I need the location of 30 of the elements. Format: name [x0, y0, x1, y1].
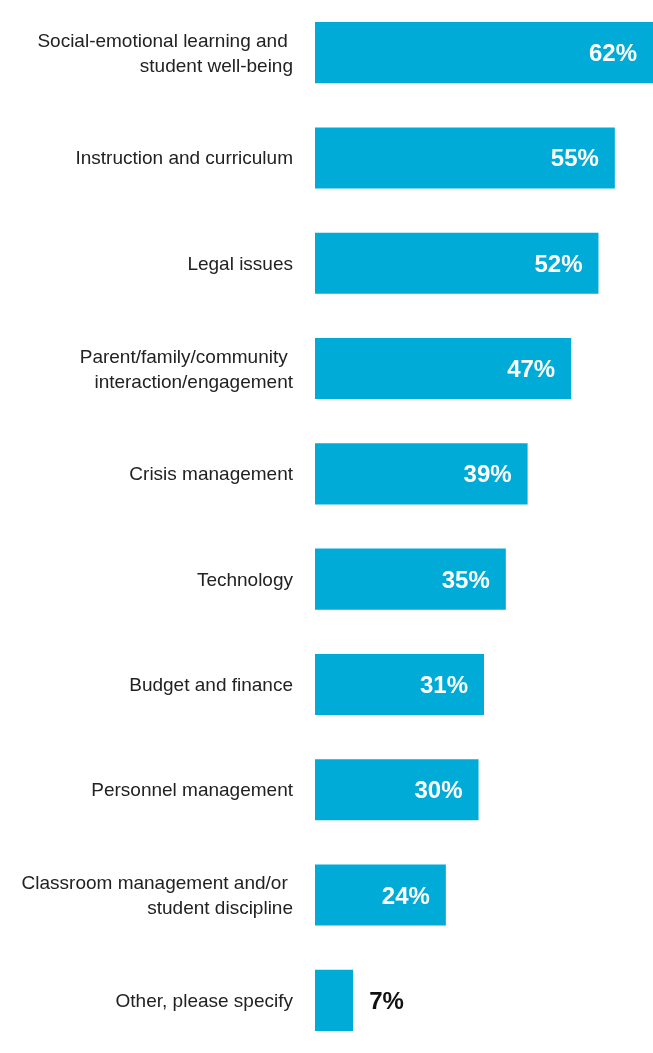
data-label: 47%	[507, 355, 556, 383]
y-tick-label: Instruction and curriculum	[75, 147, 293, 169]
y-tick-label: Classroom management and/or student discipline	[21, 872, 293, 919]
y-tick-label: Other, please specify	[115, 989, 294, 1011]
y-tick-label: Technology	[196, 568, 294, 590]
y-tick-label: Budget and finance	[129, 673, 293, 695]
data-label: 24%	[381, 881, 430, 909]
data-label: 7%	[369, 986, 404, 1014]
y-tick-label: Legal issues	[187, 252, 293, 274]
bar	[315, 22, 653, 84]
data-label: 30%	[414, 776, 463, 804]
data-label: 35%	[441, 565, 490, 593]
bar	[315, 969, 354, 1031]
bar	[315, 759, 479, 821]
data-label: 39%	[463, 460, 512, 488]
bar	[315, 232, 599, 294]
y-tick-label: Personnel management	[91, 779, 294, 801]
y-tick-label: Parent/family/community interaction/engagement	[79, 345, 294, 392]
bar	[315, 548, 506, 610]
data-label: 55%	[550, 144, 599, 172]
data-label: 52%	[534, 249, 583, 277]
y-tick-label: Crisis management	[129, 463, 294, 485]
bar	[315, 443, 528, 505]
y-tick-label: Social-emotional learning and student well-being	[37, 29, 293, 76]
data-label: 62%	[588, 39, 637, 67]
bar	[315, 653, 484, 715]
bar	[315, 338, 572, 400]
data-label: 31%	[419, 670, 468, 698]
bar	[315, 864, 446, 926]
bar	[315, 127, 615, 189]
